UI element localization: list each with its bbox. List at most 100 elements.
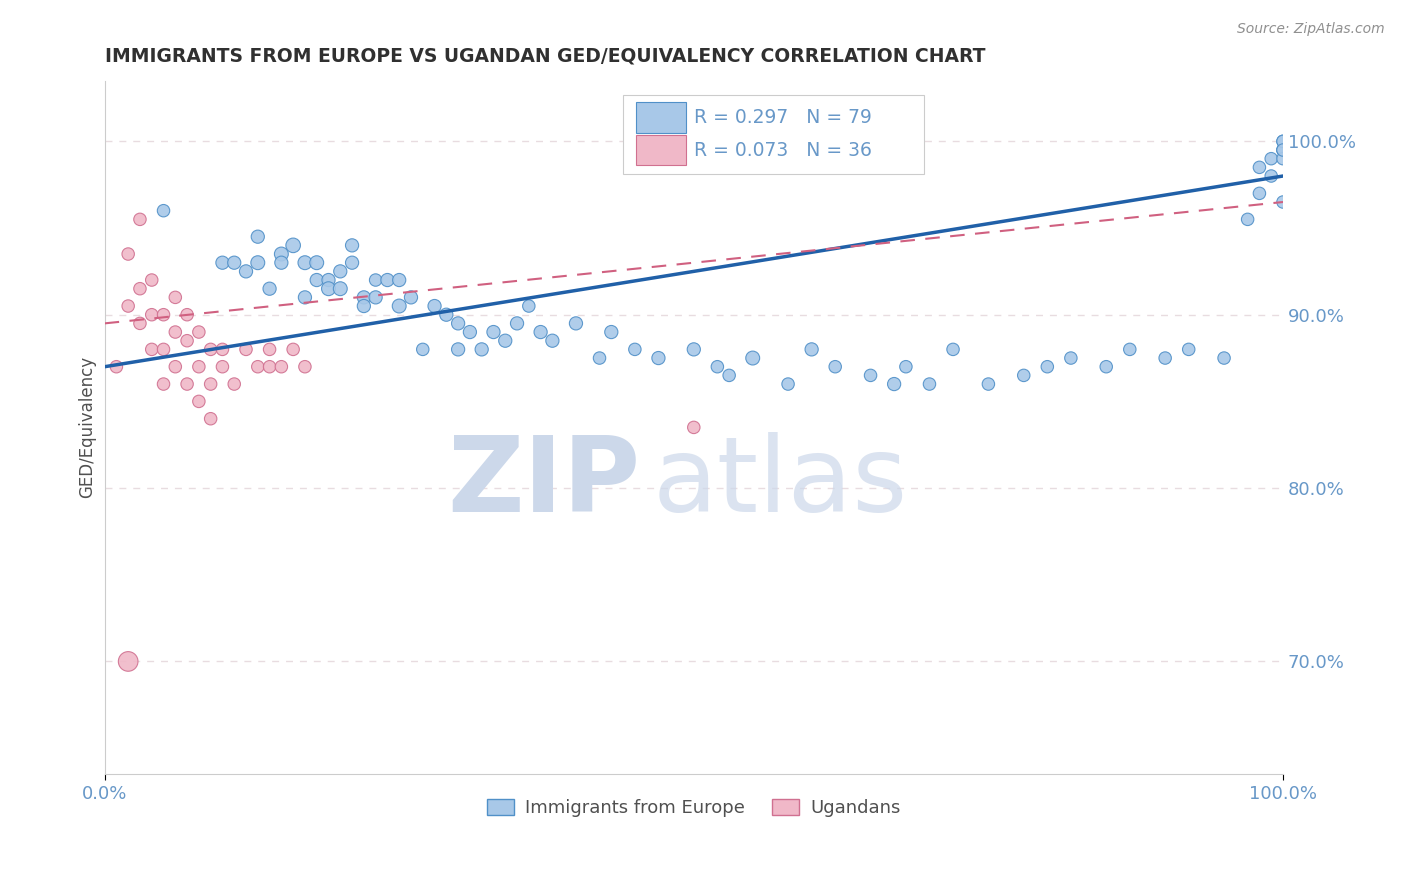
Point — [718, 368, 741, 383]
Point — [682, 420, 704, 434]
Point — [447, 317, 470, 331]
Point — [117, 299, 139, 313]
Point — [165, 325, 187, 339]
Point — [176, 308, 198, 322]
Point — [294, 359, 316, 374]
Point — [353, 299, 375, 313]
Point — [434, 308, 457, 322]
Point — [141, 273, 163, 287]
Point — [377, 273, 399, 287]
Point — [859, 368, 882, 383]
Point — [165, 290, 187, 304]
Point — [117, 247, 139, 261]
Point — [329, 264, 352, 278]
Point — [235, 343, 257, 357]
Point — [105, 359, 128, 374]
Point — [482, 325, 505, 339]
Point — [187, 325, 209, 339]
Y-axis label: GED/Equivalency: GED/Equivalency — [79, 356, 96, 499]
Point — [1060, 351, 1083, 365]
Point — [942, 343, 965, 357]
Point — [977, 377, 1000, 392]
Point — [1272, 143, 1295, 157]
Point — [1036, 359, 1059, 374]
Point — [517, 299, 540, 313]
Point — [1260, 152, 1282, 166]
Point — [364, 273, 387, 287]
Point — [1119, 343, 1142, 357]
Point — [187, 394, 209, 409]
FancyBboxPatch shape — [636, 103, 686, 133]
Point — [883, 377, 905, 392]
Point — [200, 343, 222, 357]
Point — [1236, 212, 1258, 227]
Point — [141, 308, 163, 322]
Point — [447, 343, 470, 357]
FancyBboxPatch shape — [623, 95, 924, 174]
Point — [259, 359, 281, 374]
Point — [246, 256, 269, 270]
Point — [246, 229, 269, 244]
Point — [152, 308, 174, 322]
Text: IMMIGRANTS FROM EUROPE VS UGANDAN GED/EQUIVALENCY CORRELATION CHART: IMMIGRANTS FROM EUROPE VS UGANDAN GED/EQ… — [104, 46, 986, 65]
Point — [506, 317, 529, 331]
Point — [894, 359, 917, 374]
Point — [1249, 186, 1271, 201]
Point — [388, 273, 411, 287]
Point — [246, 359, 269, 374]
Point — [200, 411, 222, 425]
Point — [270, 247, 292, 261]
Point — [364, 290, 387, 304]
Point — [541, 334, 564, 348]
Point — [281, 238, 304, 252]
Point — [1213, 351, 1236, 365]
Point — [529, 325, 551, 339]
Point — [1154, 351, 1177, 365]
Text: R = 0.073   N = 36: R = 0.073 N = 36 — [693, 141, 872, 160]
Point — [211, 256, 233, 270]
Legend: Immigrants from Europe, Ugandans: Immigrants from Europe, Ugandans — [479, 791, 908, 824]
Point — [1272, 152, 1295, 166]
Point — [353, 290, 375, 304]
Text: R = 0.297   N = 79: R = 0.297 N = 79 — [693, 108, 872, 127]
Point — [647, 351, 669, 365]
Text: atlas: atlas — [652, 432, 908, 534]
Point — [152, 377, 174, 392]
Point — [165, 359, 187, 374]
Point — [129, 317, 152, 331]
Point — [329, 282, 352, 296]
Point — [152, 343, 174, 357]
Point — [800, 343, 823, 357]
Point — [235, 264, 257, 278]
Point — [340, 238, 363, 252]
Point — [423, 299, 446, 313]
Point — [494, 334, 516, 348]
Point — [305, 273, 328, 287]
Point — [824, 359, 846, 374]
Point — [294, 290, 316, 304]
Point — [259, 343, 281, 357]
Point — [1272, 134, 1295, 148]
Point — [211, 343, 233, 357]
Point — [141, 343, 163, 357]
Point — [200, 377, 222, 392]
Point — [600, 325, 623, 339]
Point — [588, 351, 610, 365]
Point — [412, 343, 434, 357]
Point — [187, 359, 209, 374]
Point — [318, 282, 340, 296]
Point — [565, 317, 588, 331]
Point — [1272, 143, 1295, 157]
Point — [682, 343, 704, 357]
Point — [624, 343, 647, 357]
Point — [117, 655, 139, 669]
Point — [176, 377, 198, 392]
FancyBboxPatch shape — [636, 135, 686, 165]
Point — [1272, 194, 1295, 209]
Point — [741, 351, 763, 365]
Point — [388, 299, 411, 313]
Point — [129, 212, 152, 227]
Point — [1249, 161, 1271, 175]
Point — [1260, 169, 1282, 183]
Point — [211, 359, 233, 374]
